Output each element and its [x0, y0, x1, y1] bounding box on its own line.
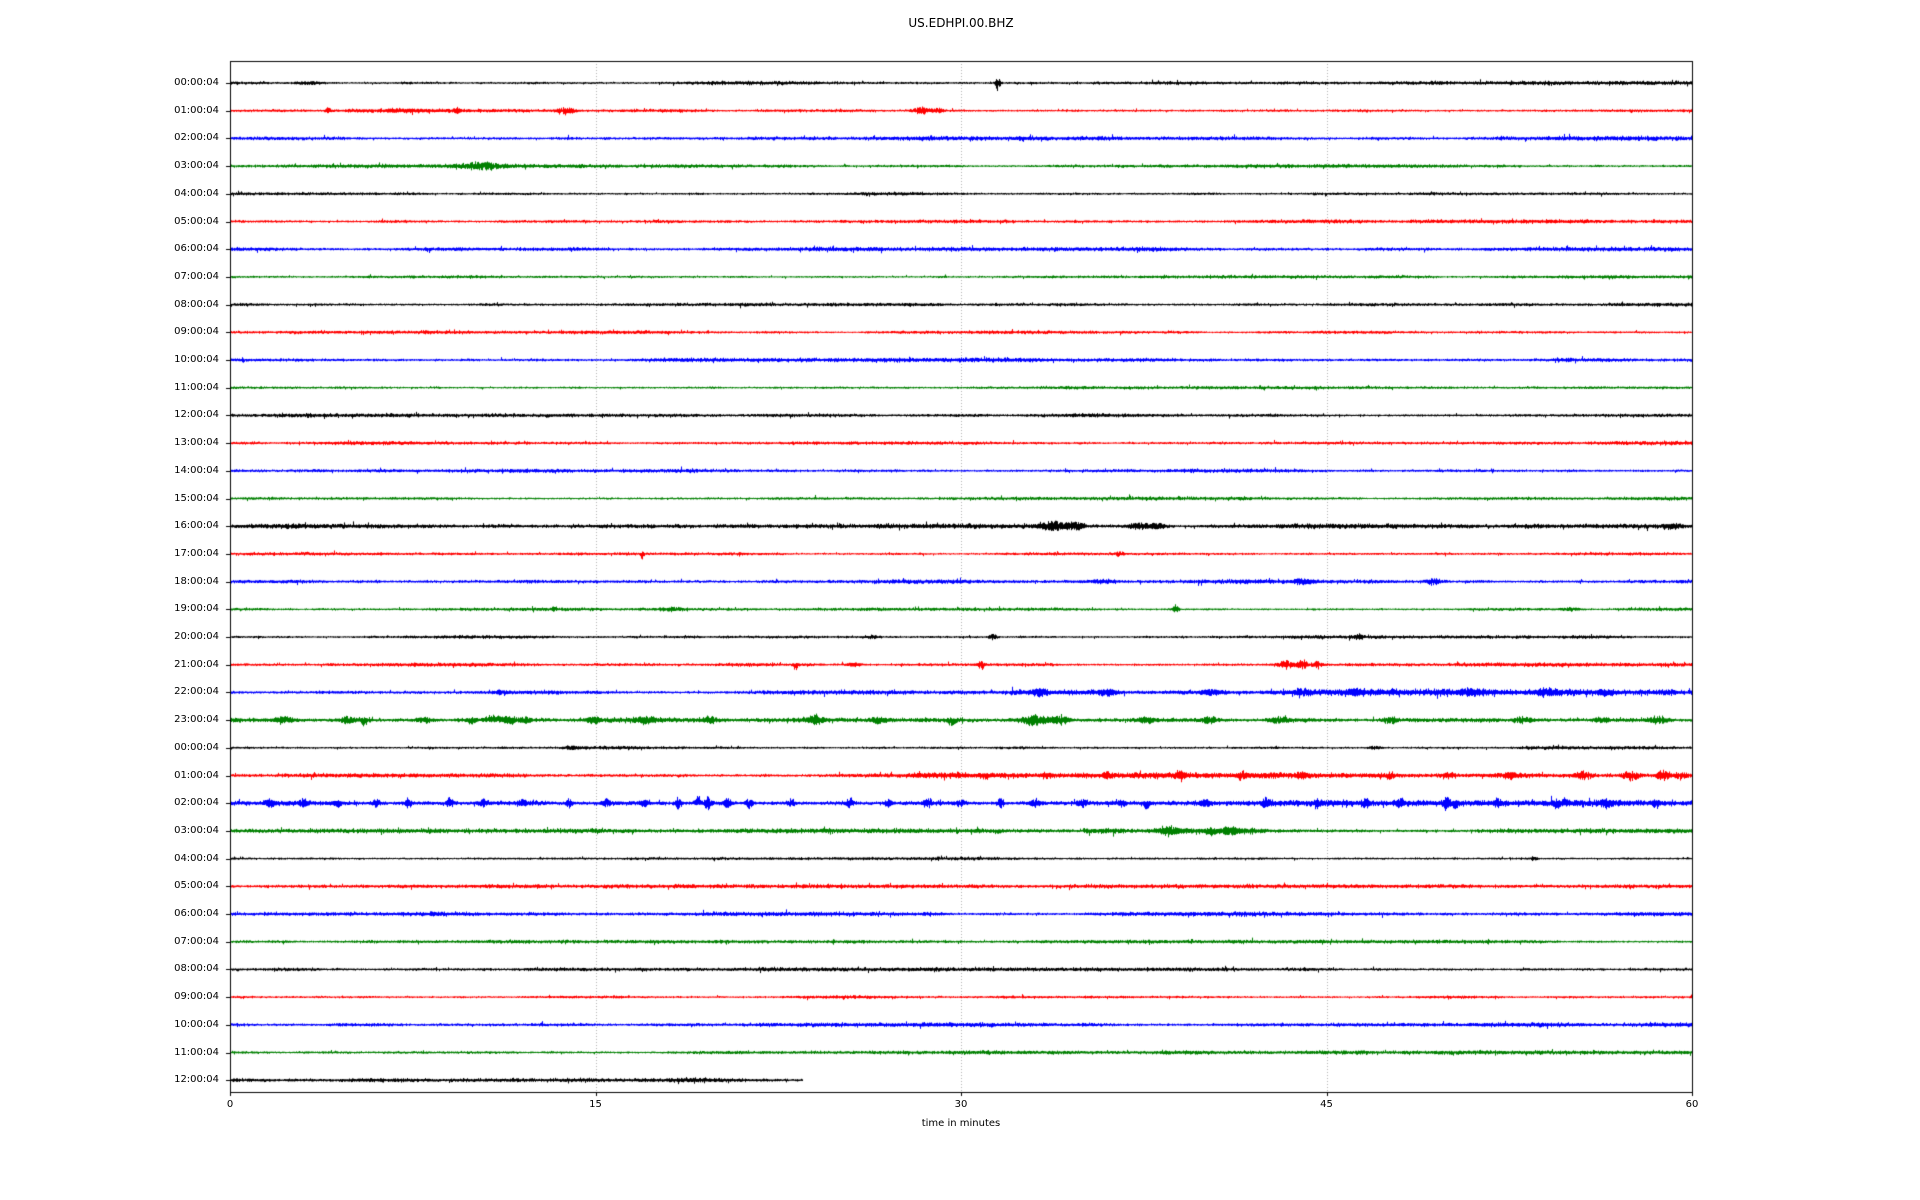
y-tick-label: 14:00:04 [174, 464, 219, 476]
x-tick-label: 45 [1320, 1099, 1333, 1110]
y-tick-label: 16:00:04 [174, 520, 219, 532]
y-tick-label: 05:00:04 [174, 880, 219, 892]
y-tick-label: 10:00:04 [174, 1018, 219, 1030]
y-tick-label: 23:00:04 [174, 714, 219, 726]
x-tick-label: 0 [226, 1099, 234, 1110]
y-tick-label: 19:00:04 [174, 603, 219, 615]
y-tick-label: 01:00:04 [174, 104, 219, 116]
y-tick-label: 09:00:04 [174, 991, 219, 1003]
x-tick-label: 15 [589, 1099, 602, 1110]
y-tick-label: 12:00:04 [174, 1074, 219, 1086]
y-tick-label: 12:00:04 [174, 409, 219, 421]
y-tick-label: 22:00:04 [174, 686, 219, 698]
y-tick-label: 03:00:04 [174, 160, 219, 172]
y-tick-label: 13:00:04 [174, 437, 219, 449]
x-tick-label: 60 [1685, 1099, 1699, 1110]
y-tick-label: 06:00:04 [174, 243, 219, 255]
y-tick-label: 07:00:04 [174, 270, 219, 282]
y-tick-label: 00:00:04 [174, 77, 219, 88]
y-tick-label: 15:00:04 [174, 492, 219, 504]
y-tick-label: 08:00:04 [174, 963, 219, 975]
y-tick-label: 20:00:04 [174, 631, 219, 642]
y-tick-label: 07:00:04 [174, 935, 219, 947]
y-tick-label: 10:00:04 [174, 354, 219, 365]
y-tick-label: 09:00:04 [174, 326, 219, 338]
y-tick-label: 06:00:04 [174, 908, 219, 919]
x-tick-label: 30 [954, 1099, 968, 1110]
y-tick-label: 18:00:04 [174, 575, 219, 587]
y-tick-label: 11:00:04 [174, 1046, 219, 1058]
y-tick-label: 11:00:04 [174, 381, 219, 393]
y-tick-label: 01:00:04 [174, 769, 219, 781]
x-axis-label: time in minutes [921, 1118, 1001, 1129]
y-tick-label: 08:00:04 [174, 298, 219, 310]
y-tick-label: 03:00:04 [174, 824, 219, 836]
y-tick-label: 02:00:04 [174, 797, 219, 809]
y-tick-label: 04:00:04 [174, 187, 219, 199]
y-tick-label: 00:00:04 [174, 741, 219, 753]
y-tick-label: 17:00:04 [174, 547, 219, 559]
y-tick-label: 05:00:04 [174, 215, 219, 227]
y-tick-label: 02:00:04 [174, 132, 219, 144]
y-tick-label: 04:00:04 [174, 852, 219, 864]
plot-title: US.EDHPI.00.BHZ [908, 16, 1014, 30]
y-tick-label: 21:00:04 [174, 658, 219, 670]
